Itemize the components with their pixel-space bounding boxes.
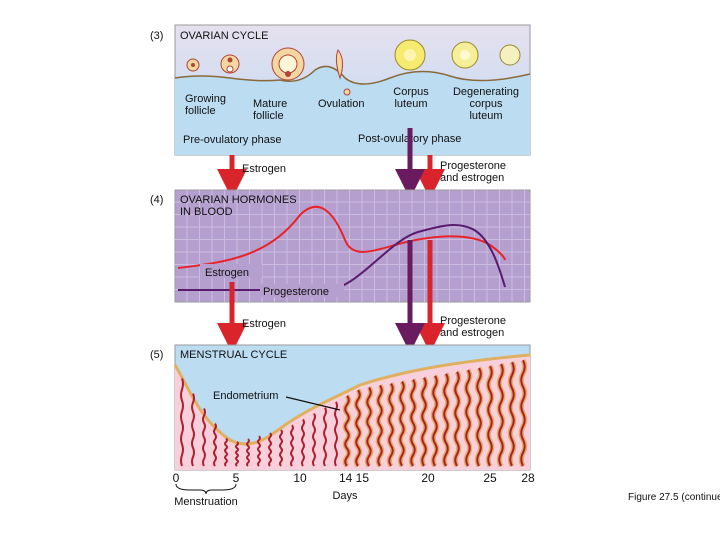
panel-number: (5) [150, 349, 163, 361]
gland [476, 367, 482, 467]
panel-title: OVARIAN CYCLE [180, 30, 268, 42]
gland [487, 365, 493, 467]
pointer [285, 396, 341, 411]
gland [312, 413, 316, 467]
label: Menstruation [174, 496, 238, 508]
gland [180, 378, 184, 467]
label: Corpus luteum [393, 86, 429, 110]
ovary-surface [175, 66, 530, 155]
gland [334, 401, 338, 467]
gland [290, 424, 294, 467]
gland [366, 386, 372, 467]
gland [224, 437, 228, 467]
gland [257, 435, 261, 467]
panel-title: OVARIAN HORMONES IN BLOOD [180, 194, 297, 218]
panel-number: (3) [150, 30, 163, 42]
label-bg [260, 284, 344, 297]
gland [355, 389, 361, 467]
label: Endometrium [213, 390, 278, 402]
gland [443, 373, 449, 467]
gland [377, 384, 383, 467]
day-label: 0 [173, 471, 180, 485]
label: Progesterone and estrogen [440, 315, 506, 339]
day-label: 10 [293, 471, 307, 485]
estrogen-curve [177, 206, 506, 269]
gland [498, 363, 504, 467]
grid [175, 190, 530, 302]
label: Growing follicle [185, 93, 226, 117]
phase-label: Pre-ovulatory phase [183, 134, 281, 146]
panel-title: MENSTRUAL CYCLE [180, 349, 287, 361]
gland [344, 395, 350, 467]
label: Mature follicle [253, 98, 287, 122]
ovary-edge [174, 65, 531, 85]
gland [520, 359, 526, 467]
day-label: 5 [233, 471, 240, 485]
label: Progesterone [263, 286, 329, 298]
gland [301, 418, 305, 467]
day-label: 25 [483, 471, 497, 485]
gland [213, 422, 217, 467]
caption: Figure 27.5 (continued) [628, 492, 720, 503]
label: Progesterone and estrogen [440, 160, 506, 184]
label: Estrogen [205, 267, 249, 279]
label: Estrogen [242, 163, 286, 175]
gland [421, 377, 427, 467]
label-bg [200, 264, 262, 278]
day-label: 28 [521, 471, 535, 485]
gland [454, 371, 460, 467]
gland [246, 438, 250, 467]
gland [465, 369, 471, 467]
gland [202, 408, 206, 467]
gland [191, 393, 195, 467]
gland [509, 361, 515, 467]
gland [323, 407, 327, 467]
endometrium-surface [173, 353, 531, 446]
glands [180, 359, 528, 468]
label: Estrogen [242, 318, 286, 330]
gland [268, 432, 272, 467]
label: Ovulation [318, 98, 364, 110]
label: Degenerating corpus luteum [453, 86, 519, 122]
gland [235, 441, 239, 467]
brace [175, 483, 237, 495]
gland [279, 429, 283, 467]
day-axis: 0 5 10 14 15 20 25 28 [173, 471, 535, 485]
gland [399, 381, 405, 467]
gland [388, 382, 394, 467]
endometrium [175, 355, 530, 470]
day-label: 20 [421, 471, 435, 485]
axis-label: Days [332, 490, 358, 502]
gland [410, 379, 416, 467]
gland [432, 375, 438, 467]
follicles [186, 39, 521, 96]
day-label: 14 15 [339, 471, 369, 485]
progesterone-curve [178, 224, 506, 291]
panel-number: (4) [150, 194, 163, 206]
